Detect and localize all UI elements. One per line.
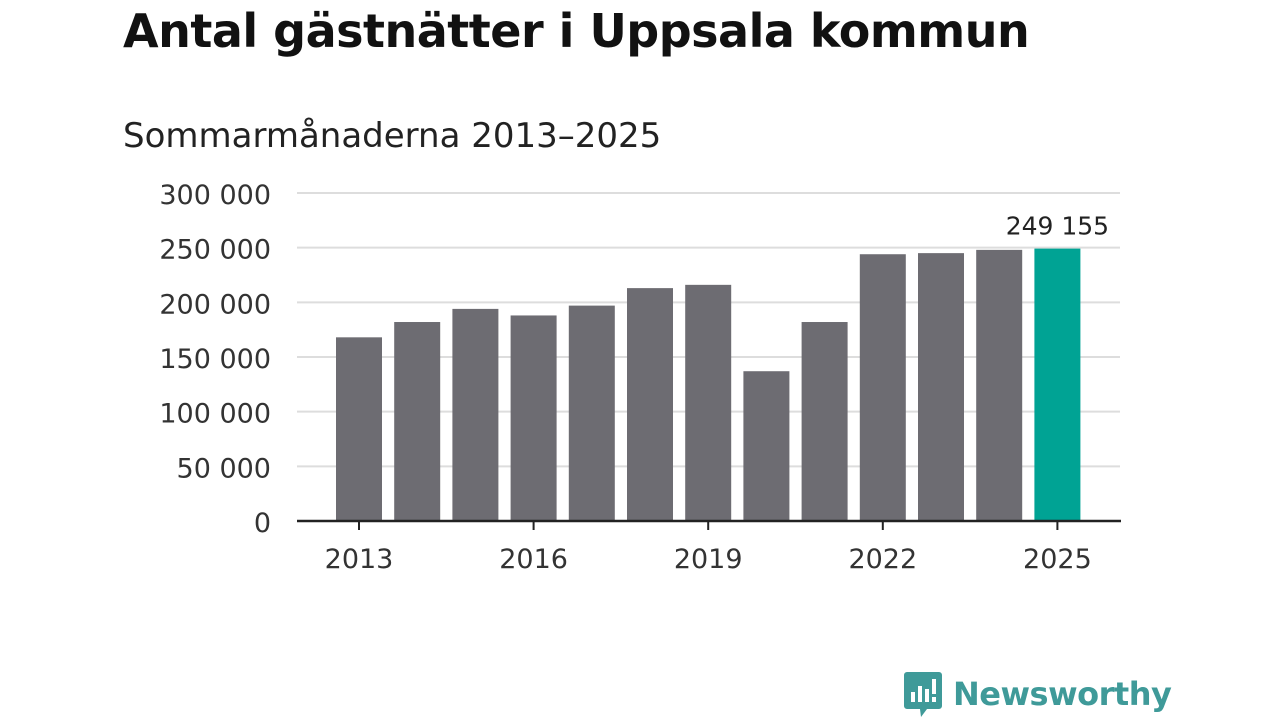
bar-2019 — [685, 284, 732, 521]
y-tick-label: 100 000 — [159, 399, 271, 430]
bar-2025 — [1034, 248, 1081, 522]
bar-2020 — [743, 371, 790, 521]
x-tick-label: 2022 — [848, 544, 917, 575]
x-tick-label: 2025 — [1023, 544, 1092, 575]
newsworthy-logo: Newsworthy — [903, 670, 1172, 718]
bar-2024 — [976, 249, 1023, 521]
bar-2013 — [336, 337, 382, 521]
y-tick-label: 150 000 — [159, 344, 271, 375]
logo-text: Newsworthy — [953, 675, 1172, 713]
y-tick-label: 200 000 — [159, 289, 271, 320]
labels-layer: 0 50 000 100 000 150 000 200 000 250 000 300 0… — [159, 180, 1109, 575]
y-tick-label: 300 000 — [159, 180, 271, 211]
y-tick-label: 250 000 — [159, 235, 271, 266]
bar-2022 — [859, 254, 906, 521]
bar-2014 — [394, 322, 441, 521]
bar-2023 — [918, 253, 964, 521]
x-tick-label: 2019 — [674, 544, 743, 575]
bars-layer — [336, 248, 1081, 522]
y-tick-label: 50 000 — [177, 453, 271, 484]
y-tick-label: 0 — [254, 508, 271, 539]
x-tick-label: 2013 — [325, 544, 394, 575]
chart-title: Antal gästnätter i Uppsala kommun — [123, 4, 1030, 58]
bar-2015 — [452, 308, 499, 521]
bar-2016 — [510, 315, 557, 521]
axis-layer — [297, 519, 1121, 530]
newsworthy-logo-icon — [904, 672, 942, 717]
bar-2017 — [568, 305, 615, 521]
data-label-2025: 249 155 — [1006, 212, 1109, 241]
x-tick-label: 2016 — [499, 544, 568, 575]
bar-2018 — [627, 288, 673, 521]
bar-2021 — [801, 322, 848, 521]
chart-subtitle: Sommarmånaderna 2013–2025 — [123, 116, 662, 156]
